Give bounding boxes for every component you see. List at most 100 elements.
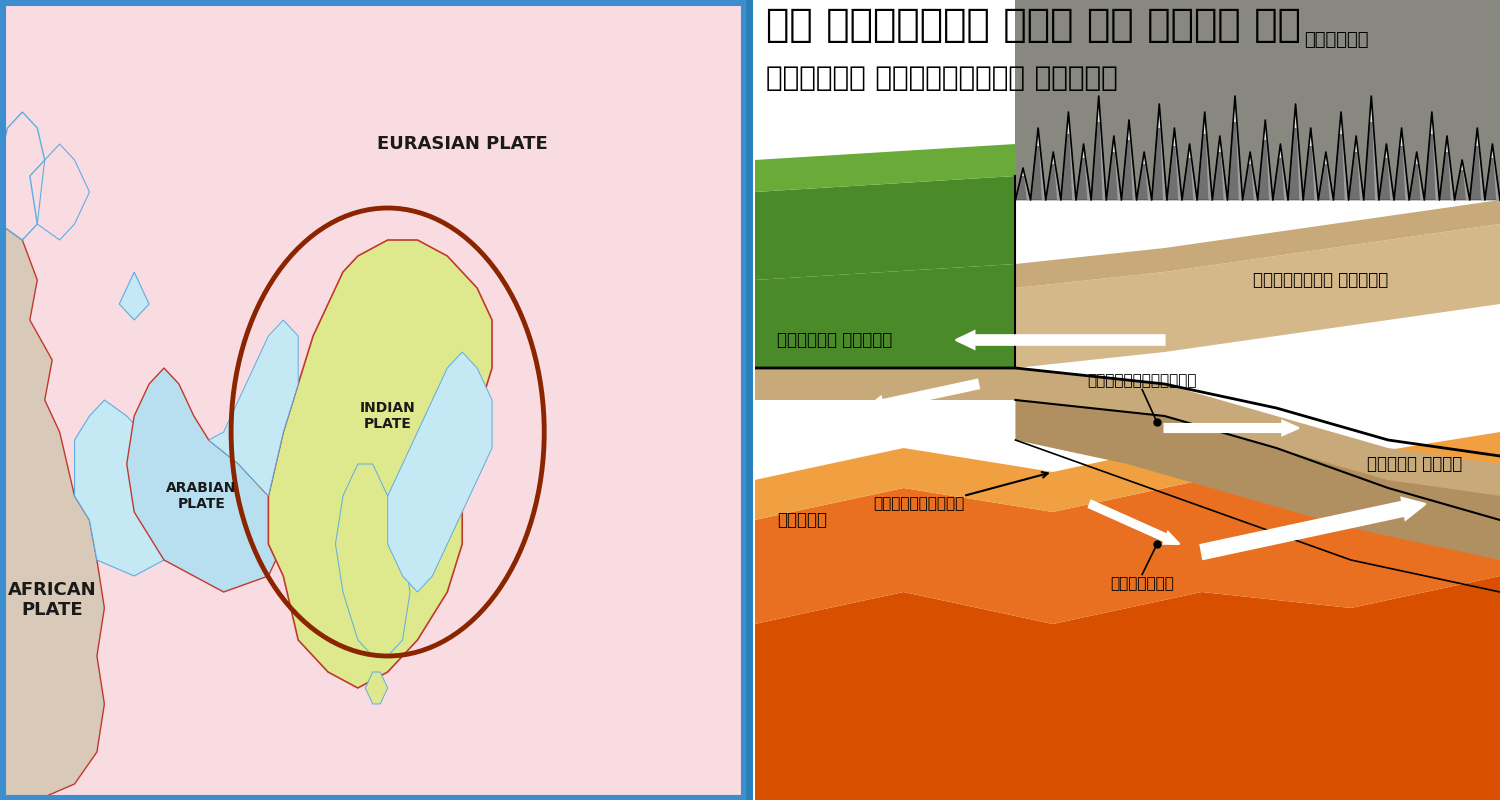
- Polygon shape: [38, 144, 90, 240]
- Polygon shape: [1348, 136, 1364, 200]
- Text: सबडक्शन: सबडक्शन: [1110, 576, 1174, 591]
- Text: भारतीय टेक्टोनिक प्लेट: भारतीय टेक्टोनिक प्लेट: [765, 64, 1118, 92]
- Polygon shape: [1470, 128, 1485, 200]
- Polygon shape: [1190, 144, 1197, 200]
- Polygon shape: [1408, 152, 1425, 200]
- Polygon shape: [1046, 152, 1060, 200]
- Polygon shape: [1022, 168, 1025, 176]
- Polygon shape: [1400, 128, 1404, 146]
- FancyArrow shape: [1089, 501, 1179, 544]
- Polygon shape: [1257, 120, 1274, 200]
- Polygon shape: [1182, 144, 1197, 200]
- Polygon shape: [268, 240, 492, 688]
- Polygon shape: [754, 368, 1500, 496]
- Polygon shape: [1248, 152, 1252, 164]
- Polygon shape: [1274, 144, 1288, 200]
- Polygon shape: [754, 264, 1016, 368]
- Polygon shape: [1485, 144, 1500, 200]
- Polygon shape: [1242, 152, 1257, 200]
- Polygon shape: [1401, 128, 1408, 200]
- Polygon shape: [1370, 96, 1374, 122]
- Polygon shape: [1384, 144, 1389, 158]
- Text: डिलेमिनेशन: डिलेमिनेशन: [873, 496, 964, 511]
- Polygon shape: [1096, 96, 1101, 122]
- Polygon shape: [754, 144, 1016, 192]
- Polygon shape: [1188, 144, 1192, 158]
- Polygon shape: [1112, 136, 1116, 152]
- Polygon shape: [754, 432, 1500, 520]
- Text: INDIAN
PLATE: INDIAN PLATE: [360, 401, 416, 431]
- Polygon shape: [1212, 136, 1227, 200]
- Polygon shape: [1394, 128, 1408, 200]
- Polygon shape: [1448, 136, 1455, 200]
- Polygon shape: [1263, 120, 1268, 140]
- Polygon shape: [1204, 112, 1212, 200]
- FancyArrow shape: [1164, 421, 1299, 435]
- Polygon shape: [1425, 112, 1440, 200]
- Polygon shape: [1052, 152, 1056, 164]
- Polygon shape: [209, 320, 298, 496]
- Polygon shape: [0, 0, 746, 520]
- Polygon shape: [1098, 96, 1107, 200]
- FancyArrow shape: [1200, 498, 1425, 559]
- Polygon shape: [1432, 112, 1440, 200]
- Polygon shape: [1386, 144, 1394, 200]
- Polygon shape: [1068, 112, 1076, 200]
- Polygon shape: [1038, 128, 1046, 200]
- Polygon shape: [1371, 96, 1378, 200]
- Polygon shape: [1130, 120, 1137, 200]
- Polygon shape: [1114, 136, 1122, 200]
- Polygon shape: [1053, 152, 1060, 200]
- FancyArrow shape: [956, 331, 1164, 349]
- Polygon shape: [1137, 152, 1152, 200]
- Polygon shape: [1278, 144, 1282, 158]
- Polygon shape: [1430, 112, 1434, 134]
- Polygon shape: [1311, 128, 1318, 200]
- Polygon shape: [1066, 112, 1071, 134]
- Polygon shape: [1060, 112, 1076, 200]
- Polygon shape: [1318, 152, 1334, 200]
- Polygon shape: [1334, 112, 1348, 200]
- Polygon shape: [1082, 144, 1086, 158]
- Polygon shape: [1152, 104, 1167, 200]
- Polygon shape: [1218, 136, 1222, 152]
- Polygon shape: [1220, 136, 1227, 200]
- Polygon shape: [1492, 144, 1500, 200]
- Polygon shape: [754, 176, 1016, 280]
- Polygon shape: [1160, 104, 1167, 200]
- FancyArrow shape: [867, 380, 980, 412]
- Polygon shape: [126, 368, 284, 592]
- Polygon shape: [1288, 104, 1304, 200]
- Polygon shape: [1281, 144, 1288, 200]
- Polygon shape: [1296, 104, 1304, 200]
- Text: मेंटल फ्लो: मेंटल फ्लो: [1368, 455, 1462, 473]
- Polygon shape: [1083, 144, 1090, 200]
- Text: दो हिस्सों में फट रहीं है: दो हिस्सों में फट रहीं है: [765, 6, 1300, 44]
- Polygon shape: [1414, 152, 1419, 164]
- Polygon shape: [1364, 96, 1378, 200]
- Polygon shape: [1490, 144, 1494, 158]
- Polygon shape: [1250, 152, 1257, 200]
- Polygon shape: [1304, 128, 1318, 200]
- Polygon shape: [1126, 120, 1131, 140]
- Polygon shape: [1023, 168, 1031, 200]
- Polygon shape: [1197, 112, 1212, 200]
- Text: हिमालय: हिमालय: [1304, 31, 1368, 49]
- Polygon shape: [1156, 104, 1161, 128]
- Polygon shape: [1474, 128, 1479, 146]
- Polygon shape: [1341, 112, 1348, 200]
- Text: AFRICAN
PLATE: AFRICAN PLATE: [8, 581, 96, 619]
- Polygon shape: [1203, 112, 1208, 134]
- Polygon shape: [1460, 160, 1464, 170]
- Polygon shape: [1478, 128, 1485, 200]
- Polygon shape: [1107, 136, 1122, 200]
- Polygon shape: [1016, 168, 1031, 200]
- Polygon shape: [1142, 152, 1146, 164]
- Polygon shape: [1144, 152, 1152, 200]
- Text: यूरेशियन प्लेट: यूरेशियन प्लेट: [1252, 271, 1388, 289]
- Polygon shape: [754, 464, 1500, 624]
- Polygon shape: [1167, 128, 1182, 200]
- Polygon shape: [1308, 128, 1312, 146]
- Polygon shape: [1036, 128, 1041, 146]
- Polygon shape: [1378, 144, 1394, 200]
